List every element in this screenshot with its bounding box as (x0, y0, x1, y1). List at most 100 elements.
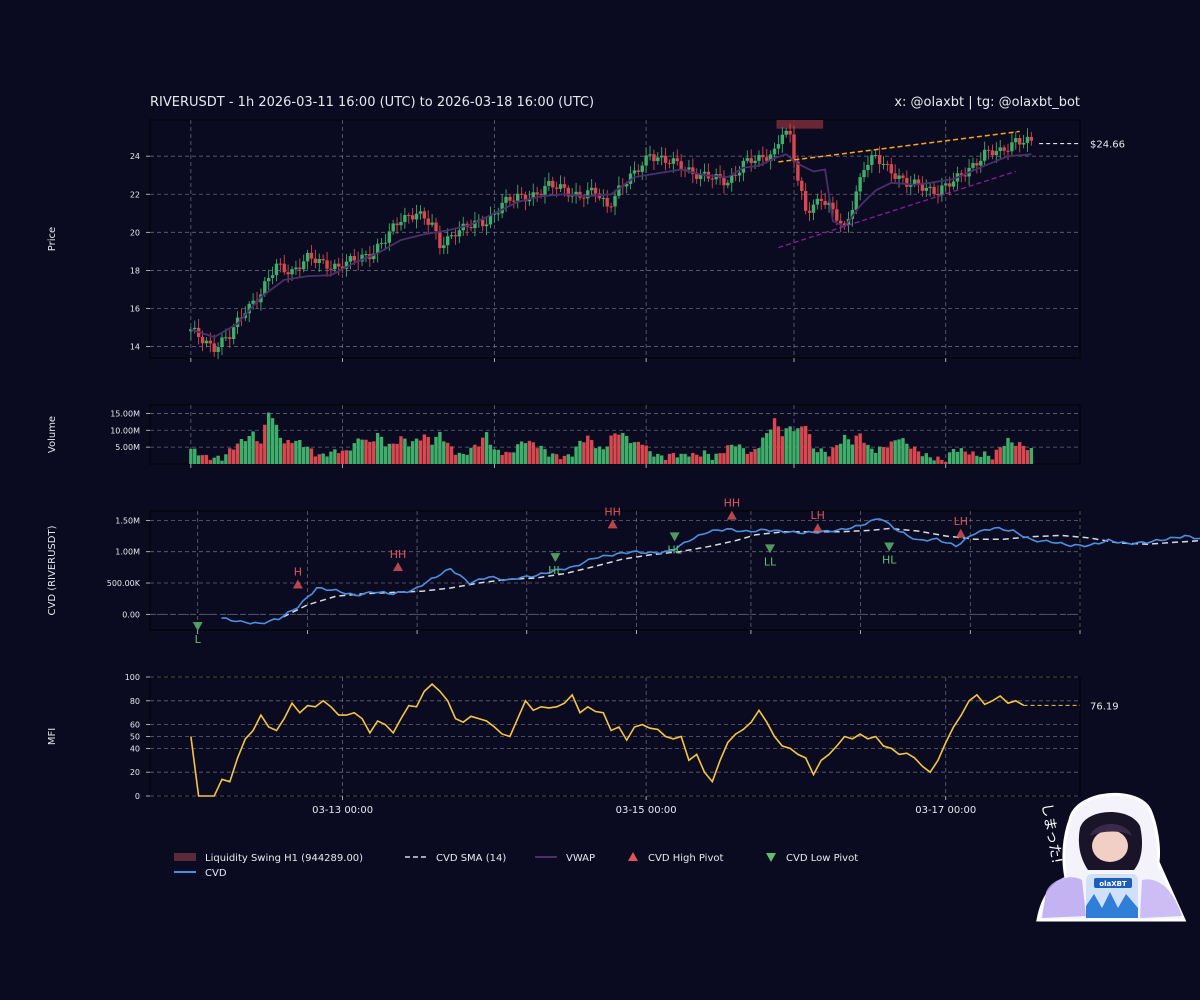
candle-body (457, 230, 462, 237)
volume-bar (936, 456, 940, 464)
volume-bar (445, 442, 450, 464)
volume-bar (870, 448, 874, 464)
volume-bar (477, 446, 481, 464)
candle-body (667, 162, 672, 164)
volume-bar (982, 451, 987, 464)
volume-bar (597, 446, 602, 464)
volume-bar (706, 453, 711, 464)
volume-bar (473, 444, 477, 464)
cvd-line (221, 518, 1200, 625)
candle-body (395, 223, 399, 226)
candle-body (535, 192, 539, 194)
chart-credit: x: @olaxbt | tg: @olaxbt_bot (894, 95, 1080, 110)
volume-bar (881, 447, 886, 464)
candle-body (663, 155, 668, 163)
volume-bar (317, 454, 321, 464)
candle-body (959, 173, 964, 176)
candle-body (270, 275, 275, 278)
volume-bar (189, 448, 193, 464)
candle-body (294, 267, 298, 270)
volume-bar (274, 424, 279, 464)
volume-bar (967, 454, 971, 464)
mascot-sticker: olaXBT しまった! (1036, 792, 1187, 922)
candle-body (854, 191, 858, 210)
volume-bar (656, 453, 660, 464)
mfi-ytick-label: 0 (135, 792, 140, 801)
price-ytick-label: 14 (130, 343, 140, 352)
candle-body (278, 263, 283, 265)
volume-bar (305, 446, 310, 464)
candle-body (333, 263, 337, 270)
cvd-high-pivot-marker (607, 519, 618, 529)
volume-bar (975, 455, 979, 464)
candle-body (745, 158, 750, 161)
candle-body (442, 245, 446, 249)
volume-bar (1025, 450, 1030, 464)
candle-body (263, 281, 267, 295)
volume-bar (761, 437, 765, 464)
volume-bar (726, 445, 730, 464)
volume-bar (449, 446, 454, 464)
candle-body (870, 155, 874, 165)
candle-body (613, 195, 617, 207)
candle-body (317, 259, 321, 263)
volume-bar (745, 453, 750, 464)
volume-bar (788, 426, 792, 464)
candle-body (375, 243, 380, 254)
candle-body (469, 227, 473, 229)
volume-bar (356, 438, 360, 464)
volume-bar (344, 450, 349, 464)
volume-bar (208, 459, 213, 464)
candle-body (403, 215, 407, 222)
candle-body (558, 184, 563, 189)
cvd-low-pivot-marker (192, 621, 203, 631)
volume-bar (558, 459, 563, 464)
volume-bar (714, 453, 718, 464)
volume-bar (632, 442, 637, 464)
volume-bar (239, 439, 244, 464)
volume-bar (554, 454, 559, 464)
candle-body (562, 184, 567, 188)
candle-body (360, 254, 364, 262)
candle-body (636, 170, 641, 172)
cvd-high-pivot-label: LH (954, 515, 968, 528)
cvd-low-pivot-label: HL (667, 543, 682, 556)
volume-bar (648, 451, 652, 464)
volume-bar (430, 444, 434, 464)
volume-bar (442, 441, 446, 464)
candle-body (539, 193, 543, 195)
candle-body (1014, 138, 1018, 143)
volume-bar (850, 444, 855, 464)
candle-body (422, 211, 427, 219)
volume-bar (457, 452, 462, 464)
volume-bar (846, 439, 851, 464)
volume-bar (243, 441, 248, 464)
volume-bar (617, 434, 621, 464)
candle-body (675, 158, 679, 162)
candle-body (780, 134, 785, 145)
volume-bar (566, 454, 571, 464)
volume-bar (321, 453, 325, 464)
candle-body (391, 223, 395, 232)
volume-bar (815, 452, 820, 464)
volume-bar (259, 443, 263, 464)
volume-bar (765, 433, 769, 464)
candle-body (819, 198, 823, 201)
volume-bar (516, 444, 520, 464)
candle-body (831, 202, 835, 210)
candle-body (687, 167, 691, 170)
candle-body (302, 261, 306, 270)
volume-bar (940, 459, 944, 464)
candle-body (753, 160, 757, 163)
volume-bar (753, 449, 757, 464)
volume-bar (480, 437, 485, 464)
volume-bar (811, 448, 816, 464)
candle-body (473, 220, 477, 229)
volume-bar (434, 436, 438, 464)
volume-bar (698, 456, 703, 464)
volume-bar (282, 443, 286, 464)
volume-bar (364, 439, 368, 464)
candle-body (286, 272, 290, 275)
candle-body (838, 220, 843, 224)
volume-bar (831, 447, 835, 464)
